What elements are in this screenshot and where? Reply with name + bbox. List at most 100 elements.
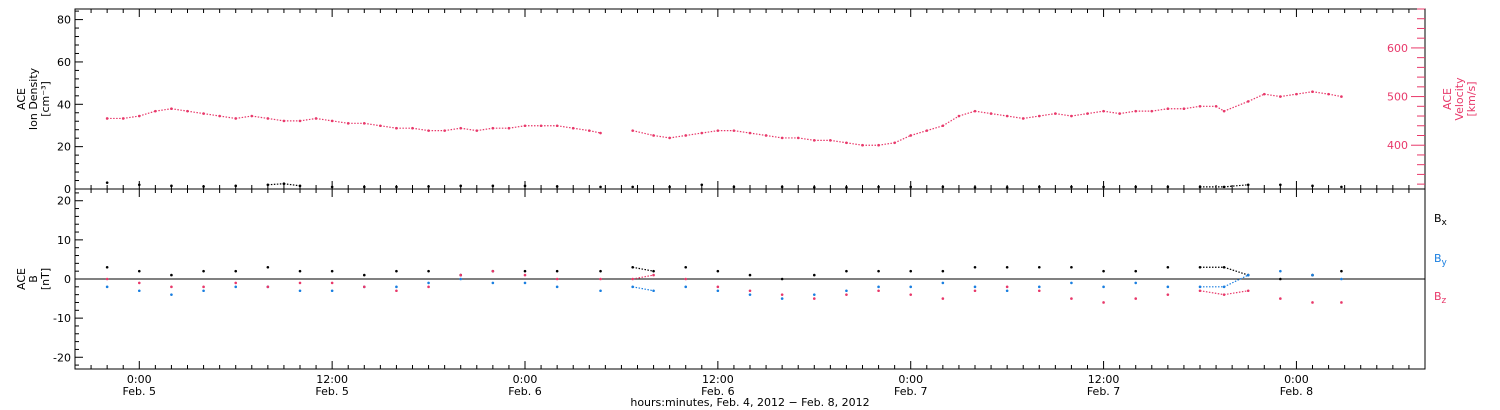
top-panel-frame (74, 8, 1426, 190)
legend-bx: Bx (1434, 212, 1448, 228)
velocity-trace (878, 142, 895, 146)
bfield-point (459, 273, 463, 277)
x-tick-time: 0:00 (1284, 373, 1309, 386)
bfield-point (1134, 297, 1138, 300)
density-point (459, 184, 463, 188)
bfield-point (845, 293, 848, 296)
bfield-point (170, 293, 173, 296)
velocity-trace (1247, 93, 1265, 102)
x-tick-date: Feb. 5 (315, 385, 348, 398)
density-point (1037, 185, 1041, 189)
velocity-point (105, 117, 109, 120)
bfield-point (599, 289, 602, 293)
y-tick-label: 20 (57, 195, 71, 208)
velocity-trace (1296, 91, 1313, 95)
bfield-trace (1199, 290, 1225, 296)
bfield-point (427, 281, 430, 285)
bfield-point (395, 289, 398, 293)
bfield-trace (632, 266, 654, 272)
velocity-trace (701, 130, 718, 134)
x-tick-time: 0:00 (127, 373, 152, 386)
velocity-trace (894, 134, 911, 144)
bfield-point (234, 269, 238, 273)
bfield-point (202, 285, 205, 289)
bfield-point (973, 285, 977, 289)
velocity-trace (476, 127, 493, 132)
bfield-point (684, 277, 688, 281)
density-point (234, 184, 238, 188)
y-tick-label: 0 (64, 273, 71, 286)
bfield-point (909, 285, 913, 289)
x-tick-date: Feb. 8 (1280, 385, 1313, 398)
density-point (1005, 186, 1009, 189)
bfield-point (812, 297, 816, 300)
bfield-point (845, 289, 848, 293)
bfield-point (137, 289, 141, 293)
bfield-point (137, 269, 141, 273)
velocity-trace (557, 125, 574, 129)
bfield-point (1037, 285, 1041, 289)
bfield-trace (1223, 266, 1249, 276)
bfield-point (1037, 289, 1041, 293)
bfield-point (362, 285, 366, 289)
top-left-label-line-2: Ion Density (27, 67, 40, 130)
bfield-point (555, 285, 559, 289)
bfield-point (748, 289, 752, 293)
density-point (909, 185, 913, 189)
velocity-trace (1183, 105, 1201, 110)
bfield-point (909, 293, 913, 296)
y-tick-label: 10 (57, 234, 71, 247)
bfield-point (941, 297, 945, 300)
bfield-point (941, 281, 945, 285)
x-tick-date: Feb. 5 (123, 385, 156, 398)
velocity-trace (1280, 93, 1297, 98)
bfield-point (330, 281, 334, 285)
bottom-left-label-line-1: ACE (15, 268, 28, 290)
bfield-point (298, 269, 302, 273)
velocity-trace (364, 122, 381, 127)
density-point (362, 185, 366, 189)
bfield-point (780, 293, 784, 296)
bottom-left-ticks: -20 -10 0 10 20 (53, 192, 83, 366)
bfield-point (716, 285, 720, 289)
velocity-point (599, 131, 602, 135)
x-tick-time: 0:00 (513, 373, 538, 386)
density-point (812, 186, 816, 189)
velocity-trace (203, 113, 220, 117)
legend-bz-sub: z (1442, 296, 1447, 306)
legend-bz: Bz (1434, 290, 1447, 306)
velocity-trace (653, 134, 670, 139)
velocity-trace (1215, 105, 1225, 112)
velocity-trace (315, 117, 333, 122)
bfield-point (266, 285, 270, 289)
bfield-point (330, 269, 334, 273)
velocity-trace (219, 115, 236, 120)
bottom-left-label-line-2: B (27, 275, 40, 283)
velocity-trace (1087, 110, 1104, 115)
bfield-point (941, 269, 945, 273)
top-right-axis-label: ACE Velocity [km/s] (1441, 77, 1478, 121)
bfield-point (973, 265, 977, 269)
bfield-point (1246, 273, 1250, 277)
bfield-point (170, 285, 173, 289)
density-point (491, 184, 495, 188)
bfield-point (716, 269, 720, 273)
bfield-point (748, 293, 752, 296)
bfield-point (599, 269, 602, 273)
velocity-trace (632, 130, 654, 137)
bfield-point (105, 265, 109, 269)
velocity-trace (508, 125, 526, 129)
bfield-point (234, 281, 238, 285)
x-axis-title: hours:minutes, Feb. 4, 2012 − Feb. 8, 20… (630, 396, 869, 409)
bfield-point (716, 289, 720, 293)
velocity-trace (187, 110, 204, 115)
velocity-trace (1312, 91, 1329, 95)
bfield-point (555, 277, 559, 281)
top-right-label-line-2: Velocity (1453, 77, 1466, 121)
bfield-point (1166, 265, 1170, 269)
density-point (330, 185, 334, 189)
velocity-trace (974, 110, 992, 115)
bfield-point (1279, 277, 1282, 281)
top-right-label-line-1: ACE (1441, 88, 1454, 110)
y-tick-label: 20 (57, 141, 71, 154)
